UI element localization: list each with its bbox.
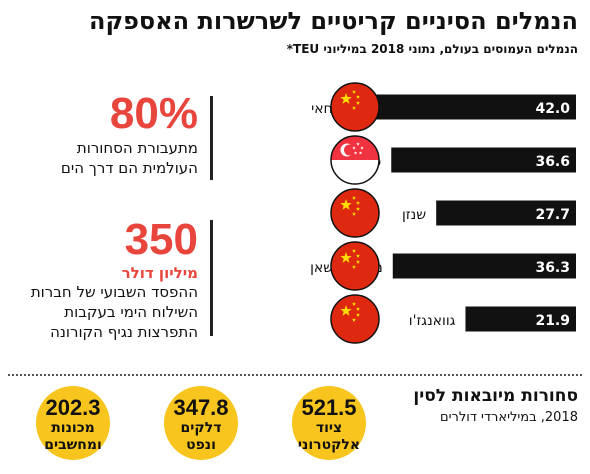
singapore-star-1 [360, 146, 364, 150]
loss-value: 350 [124, 215, 198, 264]
port-label-2: שנזן [402, 207, 426, 223]
flag-star-small-1 [355, 253, 361, 258]
import-value: 521.5 [301, 395, 357, 420]
loss-line-1: ההפסד השבועי של חברות [30, 283, 198, 301]
flag-star-large [340, 199, 352, 210]
flag-star-small-3 [351, 317, 357, 322]
flag-star-small-0 [351, 301, 357, 306]
share-stat: 80% מתעבורת הסחורות העולמית הם דרך הים [61, 90, 198, 178]
import-circle-fuel: 347.8 דלקים ונפט [164, 386, 238, 460]
chart-title: הנמלים הסיניים קריטיים לשרשרות האספקה [88, 7, 578, 35]
share-line-2: העולמית הם דרך הים [60, 159, 198, 177]
bar-value-label-3: 36.3 [535, 260, 570, 276]
china-flag-icon [330, 82, 380, 132]
share-line-1: מתעבורת הסחורות [76, 139, 198, 157]
chart-subtitle: הנמלים העמוסים בעולם, נתוני 2018 במיליונ… [286, 42, 578, 56]
stat-divider-top [210, 96, 213, 180]
import-circle-electronics: 521.5 ציוד אלקטרוני [292, 386, 366, 460]
flag-star-large [340, 305, 352, 316]
china-flag-icon [330, 294, 380, 344]
singapore-star-4 [352, 146, 356, 150]
bar-3 [392, 253, 576, 279]
bar-value-label-4: 21.9 [535, 313, 570, 329]
stat-divider-bottom [210, 220, 213, 336]
singapore-flag-icon [330, 135, 380, 185]
import-label-line-2: אלקטרוני [297, 437, 361, 453]
singapore-flag-top [331, 136, 379, 160]
bar-value-label-2: 27.7 [535, 207, 570, 223]
bar-1 [391, 147, 576, 173]
flag-star-large [340, 93, 352, 104]
china-flag-icon [330, 188, 380, 238]
imports-subtitle: 2018, במיליארדי דולרים [440, 410, 578, 425]
flag-star-large [340, 252, 352, 263]
bar-0 [364, 94, 576, 120]
section-divider [8, 374, 582, 376]
loss-unit: מיליון דולר [121, 264, 198, 282]
import-label-line-2: ומחשבים [44, 437, 102, 453]
import-label-line-1: ציוד [315, 420, 343, 436]
imports-title: סחורות מיובאות לסין [413, 386, 578, 406]
singapore-star-3 [353, 151, 358, 155]
loss-stat: 350 מיליון דולר ההפסד השבועי של חברות הש… [31, 216, 198, 342]
port-bar-chart: 42.0שנגחאי36.6סינגפור27.7שנזן36.3נינגבו־… [310, 82, 576, 344]
flag-star-small-2 [355, 259, 361, 264]
china-flag-icon [330, 241, 380, 291]
bar-value-label-1: 36.6 [535, 154, 570, 170]
singapore-star-0 [356, 142, 360, 146]
singapore-crescent-inner [344, 144, 355, 156]
import-value: 347.8 [173, 395, 229, 420]
bar-4 [465, 306, 576, 332]
flag-star-small-2 [355, 100, 361, 105]
flag-star-small-3 [351, 264, 357, 269]
port-label-4: גוואנגז'ו [409, 313, 456, 329]
loss-line-2: השילוח הימי בעקבות [64, 303, 198, 321]
bar-value-label-0: 42.0 [535, 101, 570, 117]
flag-star-small-3 [351, 211, 357, 216]
flag-star-small-1 [355, 94, 361, 99]
import-label-line-2: ונפט [186, 437, 216, 453]
loss-line-3: התפרצות נגיף הקורונה [50, 323, 198, 341]
flag-star-small-2 [355, 206, 361, 211]
flag-star-small-0 [351, 248, 357, 253]
import-label-line-1: דלקים [180, 420, 222, 436]
flag-star-small-3 [351, 105, 357, 110]
flag-star-small-2 [355, 312, 361, 317]
singapore-flag-bottom [331, 160, 379, 184]
import-circle-machinery: 202.3 מכונות ומחשבים [36, 386, 110, 460]
flag-star-small-1 [355, 200, 361, 205]
singapore-star-2 [358, 151, 363, 155]
flag-star-small-0 [351, 89, 357, 94]
bar-2 [436, 200, 576, 226]
import-value: 202.3 [45, 395, 101, 420]
share-value: 80% [109, 89, 198, 138]
flag-star-small-1 [355, 306, 361, 311]
import-label-line-1: מכונות [51, 420, 95, 436]
flag-star-small-0 [351, 195, 357, 200]
